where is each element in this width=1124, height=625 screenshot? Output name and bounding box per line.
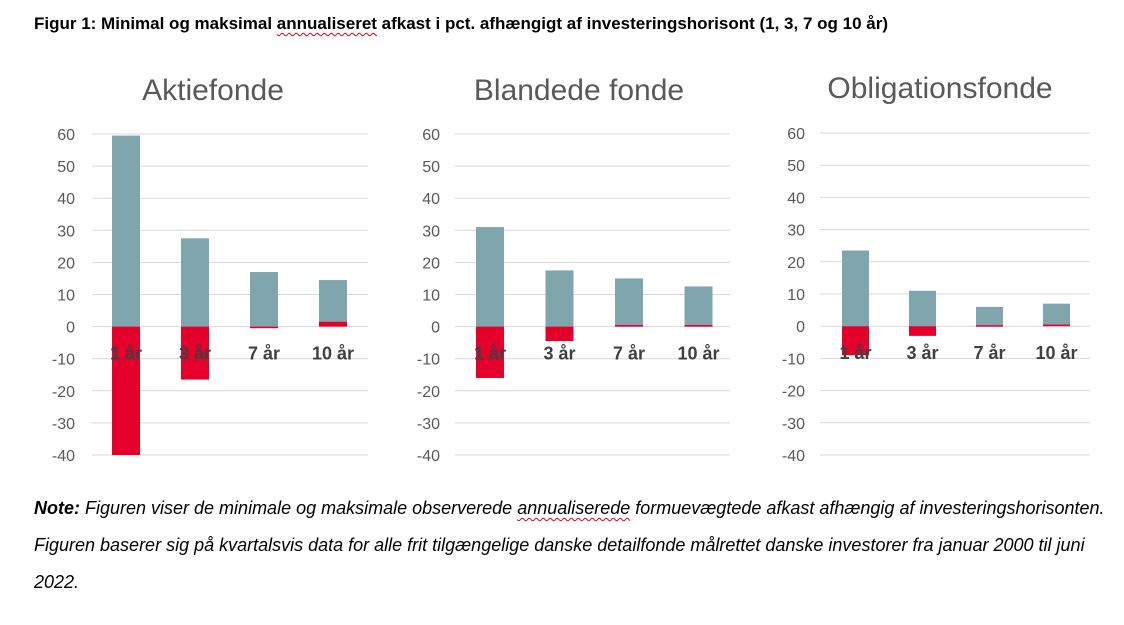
y-tick-label: 30 — [57, 223, 75, 240]
category-label: 10 år — [1035, 343, 1077, 363]
y-tick-label: 30 — [787, 223, 805, 240]
y-tick-label: 20 — [57, 255, 75, 272]
y-tick-label: -20 — [782, 384, 805, 401]
bar-min — [476, 326, 504, 378]
bar-min — [250, 326, 278, 329]
bar-max — [615, 278, 643, 327]
bar-min — [615, 324, 643, 327]
y-tick-label: 40 — [787, 190, 805, 207]
bar-max — [181, 238, 209, 327]
bar-max — [112, 135, 140, 327]
y-tick-label: 50 — [422, 159, 440, 176]
category-label: 7 år — [613, 344, 645, 364]
y-tick-label: -20 — [52, 384, 75, 401]
y-tick-label: 10 — [57, 288, 75, 305]
bar-max — [909, 290, 936, 327]
y-tick-label: 40 — [57, 191, 75, 208]
y-tick-label: 0 — [431, 320, 440, 337]
y-tick-label: 10 — [787, 287, 805, 304]
category-label: 1 år — [474, 344, 506, 364]
y-tick-label: -30 — [782, 416, 805, 433]
note-spellcheck-word: annualiserede — [517, 498, 631, 518]
panel-title: Aktiefonde — [142, 74, 284, 107]
y-tick-label: -20 — [417, 384, 440, 401]
category-label: 3 år — [179, 344, 211, 364]
y-tick-label: -10 — [782, 351, 805, 368]
y-tick-label: 0 — [796, 319, 805, 336]
category-label: 1 år — [839, 343, 871, 363]
bar-min — [1043, 324, 1070, 327]
category-label: 10 år — [312, 344, 354, 364]
note-label: Note: — [34, 498, 80, 518]
y-tick-label: -40 — [52, 448, 75, 465]
y-tick-label: 60 — [57, 127, 75, 144]
y-tick-label: 0 — [66, 320, 75, 337]
y-tick-label: 30 — [422, 223, 440, 240]
note-text-2: formuevægtede afkast afhængig af investe… — [34, 498, 1105, 592]
y-tick-label: 10 — [422, 288, 440, 305]
panel-title: Obligationsfonde — [827, 72, 1052, 105]
bar-min — [181, 326, 209, 380]
y-tick-label: 60 — [787, 126, 805, 143]
figure-title-spellcheck-word: annualiseret — [276, 14, 377, 33]
y-tick-label: -30 — [52, 416, 75, 433]
bar-max — [319, 280, 347, 327]
y-tick-label: 60 — [422, 127, 440, 144]
y-tick-label: -30 — [417, 416, 440, 433]
bar-min — [842, 326, 869, 356]
bar-min — [976, 325, 1003, 327]
note-text-1: Figuren viser de minimale og maksimale o… — [80, 498, 518, 518]
y-tick-label: -40 — [782, 448, 805, 465]
bar-min — [319, 321, 347, 327]
bar-min — [545, 326, 574, 342]
y-tick-label: 50 — [787, 158, 805, 175]
figure-title-part2: afkast i pct. afhængigt af investeringsh… — [376, 14, 888, 33]
bar-max — [976, 306, 1003, 327]
bar-max — [1043, 303, 1070, 327]
y-tick-label: -40 — [417, 448, 440, 465]
category-label: 7 år — [248, 344, 280, 364]
bar-max — [250, 272, 278, 327]
panel-title: Blandede fonde — [474, 74, 684, 107]
bar-min — [684, 324, 713, 327]
y-tick-label: -10 — [417, 352, 440, 369]
bar-min — [909, 326, 936, 336]
bar-max — [476, 227, 504, 327]
category-label: 3 år — [543, 344, 575, 364]
y-tick-label: 20 — [422, 255, 440, 272]
figure-title-part1: Figur 1: Minimal og maksimal — [34, 14, 277, 33]
figure-note: Note: Figuren viser de minimale og maksi… — [34, 490, 1114, 601]
y-tick-label: 40 — [422, 191, 440, 208]
category-label: 10 år — [677, 344, 719, 364]
bar-min — [112, 326, 140, 455]
bar-max — [684, 286, 713, 327]
category-label: 1 år — [110, 344, 142, 364]
y-tick-label: 50 — [57, 159, 75, 176]
figure-title: Figur 1: Minimal og maksimal annualisere… — [34, 14, 888, 34]
category-label: 3 år — [906, 343, 938, 363]
bar-max — [842, 250, 869, 327]
category-label: 7 år — [973, 343, 1005, 363]
y-tick-label: 20 — [787, 255, 805, 272]
y-tick-label: -10 — [52, 352, 75, 369]
bar-max — [545, 270, 574, 327]
